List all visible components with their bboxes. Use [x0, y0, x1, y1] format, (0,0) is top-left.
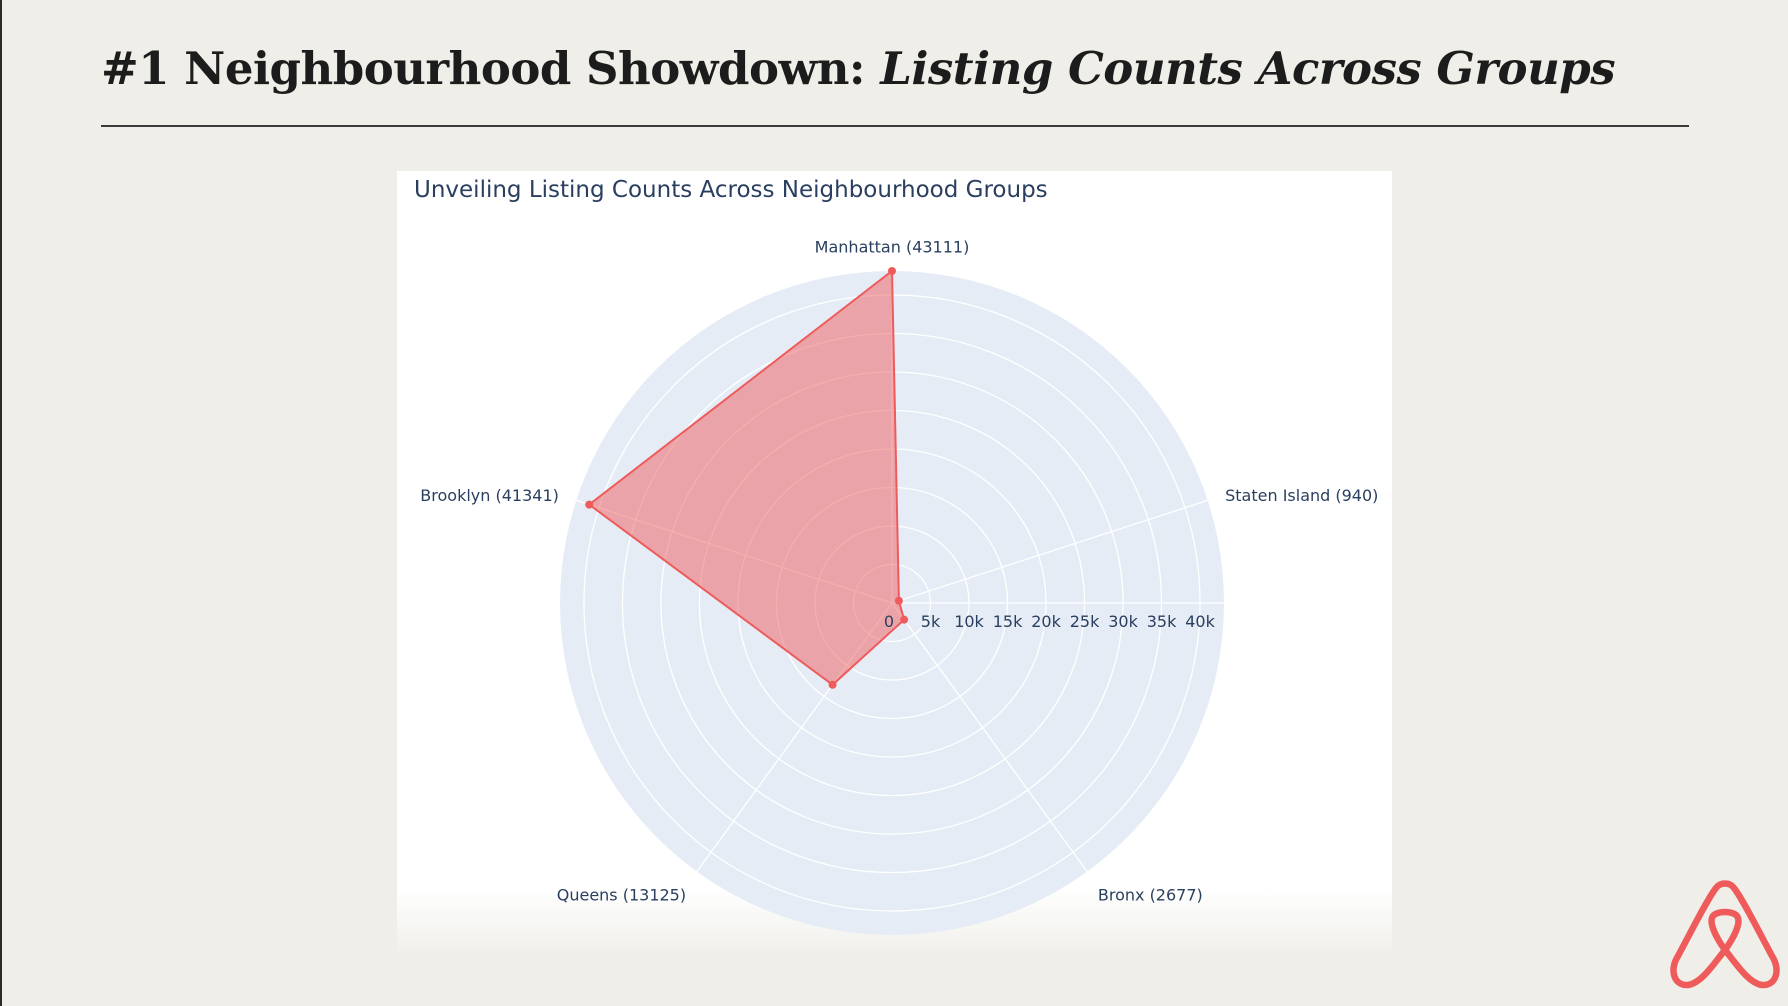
- airbnb-logo-icon: [1670, 880, 1780, 989]
- radial-tick-label: 25k: [1070, 612, 1100, 631]
- category-label: Manhattan (43111): [815, 238, 970, 257]
- slide-title-prefix: #1 Neighbourhood Showdown:: [101, 42, 881, 95]
- category-label: Staten Island (940): [1225, 486, 1378, 505]
- radar-chart: 0 5k 10k 15k 20k 25k 30k 35k 40k Manhattan (43111…: [420, 238, 1378, 935]
- slide-title: #1 Neighbourhood Showdown: Listing Count…: [101, 42, 1616, 95]
- radial-tick-label: 15k: [993, 612, 1023, 631]
- slide-title-italic: Listing Counts Across Groups: [880, 42, 1616, 95]
- data-point: [828, 680, 837, 689]
- category-label: Bronx (2677): [1098, 885, 1203, 904]
- data-point: [894, 596, 903, 605]
- radial-tick-label: 10k: [954, 612, 984, 631]
- category-label: Brooklyn (41341): [420, 486, 559, 505]
- data-point: [888, 267, 896, 275]
- slide-left-edge: [0, 0, 2, 1006]
- radial-tick-label: 0: [884, 612, 894, 631]
- data-point: [585, 500, 594, 509]
- radial-tick-label: 20k: [1031, 612, 1061, 631]
- radial-tick-label: 35k: [1147, 612, 1177, 631]
- radial-tick-label: 40k: [1185, 612, 1215, 631]
- title-divider: [101, 125, 1689, 127]
- category-label: Queens (13125): [557, 885, 686, 904]
- angular-grid-line: [891, 499, 1208, 604]
- radial-tick-label: 30k: [1108, 612, 1138, 631]
- angular-grid-line: [891, 602, 1088, 872]
- chart-panel: 0 5k 10k 15k 20k 25k 30k 35k 40k Manhattan (43111…: [397, 171, 1392, 951]
- radial-tick-label: 5k: [921, 612, 941, 631]
- data-point: [900, 615, 909, 624]
- series-area: [588, 270, 906, 686]
- chart-title: Unveiling Listing Counts Across Neighbou…: [414, 177, 1048, 203]
